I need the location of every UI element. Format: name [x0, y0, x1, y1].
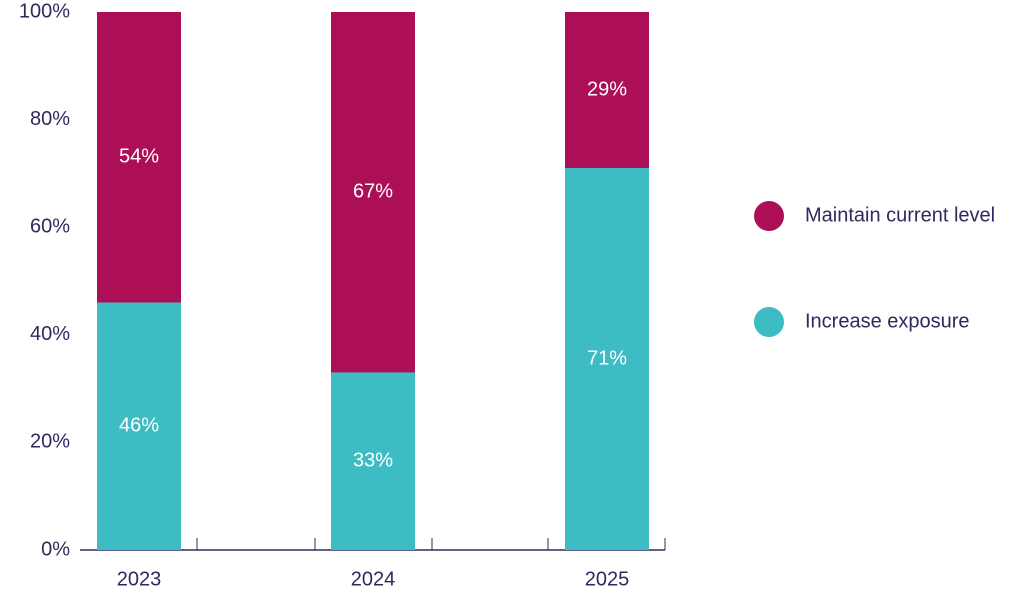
- legend-swatch: [754, 201, 784, 231]
- x-tick-label: 2024: [351, 568, 396, 590]
- bar-segment: [565, 168, 649, 550]
- value-label: 54%: [119, 146, 159, 168]
- value-label: 29%: [587, 78, 627, 100]
- value-label: 67%: [353, 181, 393, 203]
- y-tick-label: 60%: [30, 215, 70, 237]
- value-label: 33%: [353, 450, 393, 472]
- y-tick-label: 0%: [41, 538, 70, 560]
- y-tick-label: 40%: [30, 323, 70, 345]
- bar-segment: [331, 372, 415, 550]
- bar-segment: [97, 302, 181, 550]
- bar-segment: [97, 12, 181, 303]
- value-label: 46%: [119, 415, 159, 437]
- bar-segment: [565, 12, 649, 169]
- legend-label: Maintain current level: [805, 204, 995, 226]
- value-label: 71%: [587, 347, 627, 369]
- y-tick-label: 100%: [19, 0, 70, 22]
- x-tick-label: 2025: [585, 568, 630, 590]
- y-tick-label: 20%: [30, 431, 70, 453]
- bar-segment: [331, 12, 415, 373]
- legend-label: Increase exposure: [805, 310, 970, 332]
- x-tick-label: 2023: [117, 568, 162, 590]
- y-tick-label: 80%: [30, 108, 70, 130]
- legend-swatch: [754, 307, 784, 337]
